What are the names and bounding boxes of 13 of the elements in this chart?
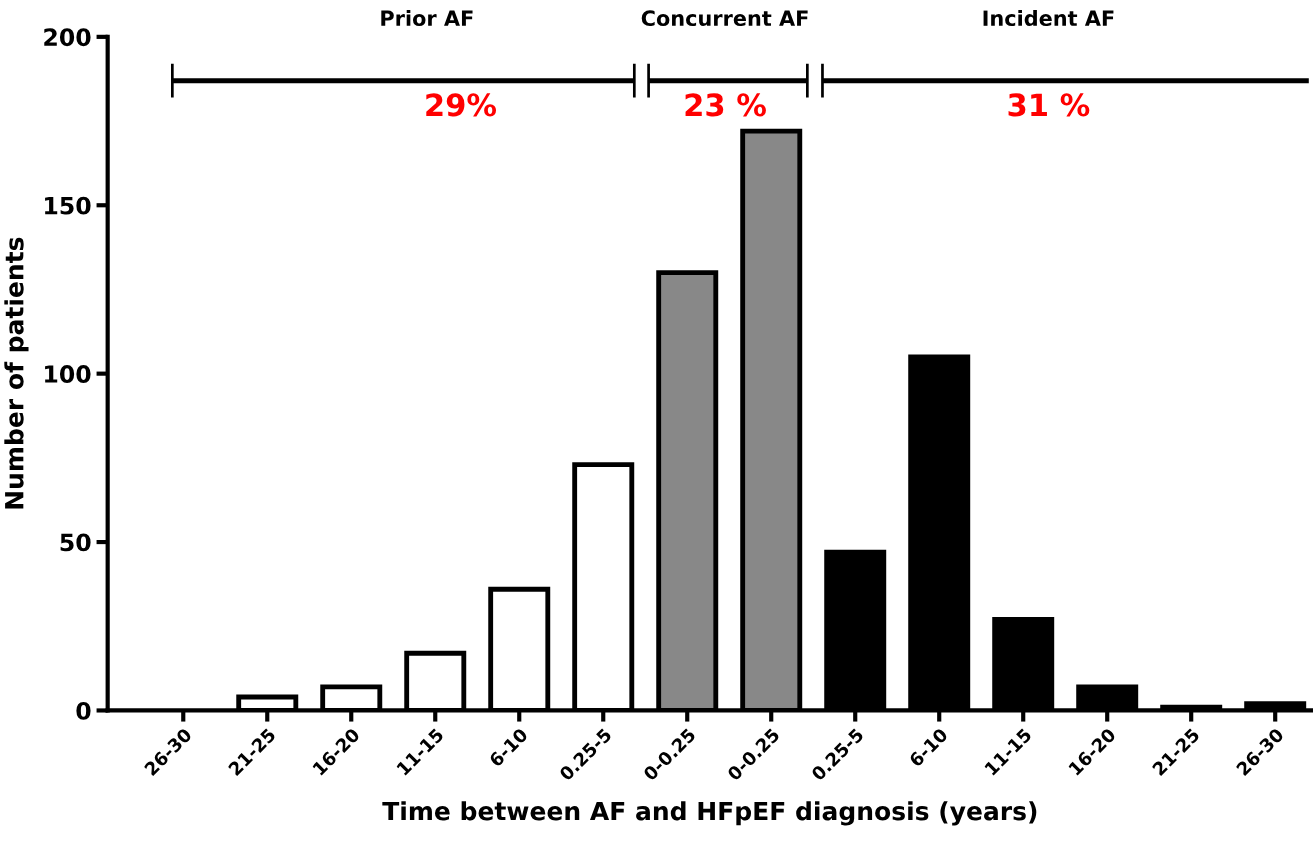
annotation: 23 % [685,93,766,117]
y-tick-label: 150 [45,196,91,215]
annotation: 31 % [1008,93,1090,117]
y-axis-title: Number of patients [4,237,29,509]
text: Incident AF [983,9,1114,27]
text: Prior AF [381,9,473,27]
x-axis-title: Time between AF and HFpEF diagnosis (years) [382,801,1037,826]
y-tick-label: 100 [45,365,91,383]
y-tick-label: 200 [44,28,91,47]
annotation: 29% [426,93,497,117]
text: Concurrent AF [641,10,808,27]
y-tick-label: 50 [60,533,91,552]
y-tick-label: 0 [76,701,91,720]
